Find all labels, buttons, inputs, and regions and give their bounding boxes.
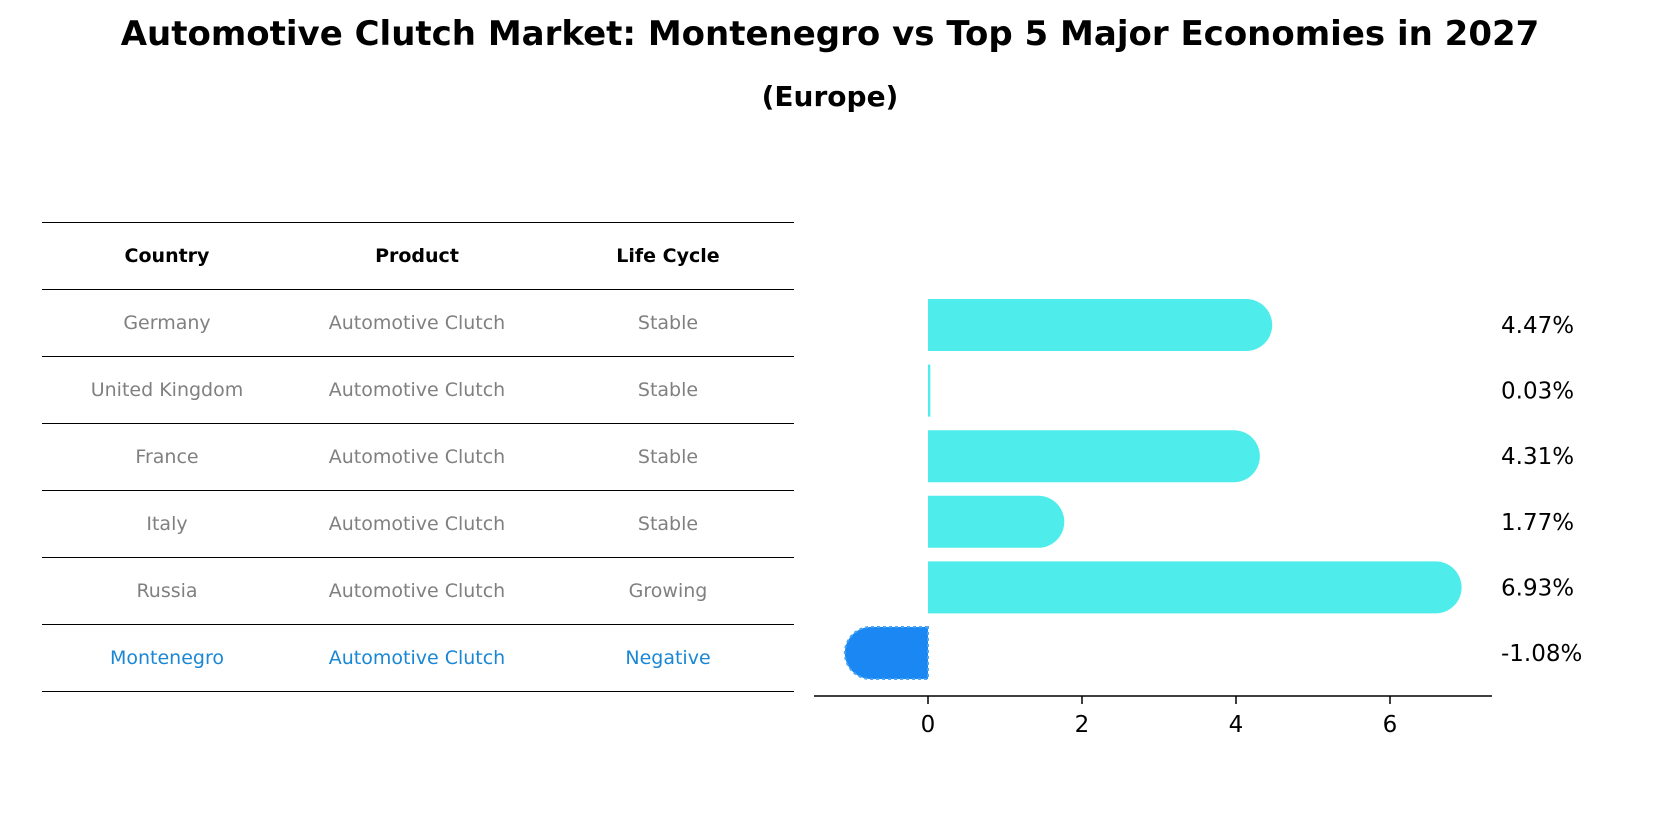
table-row: France Automotive Clutch Stable	[42, 423, 794, 490]
data-label: 0.03%	[1501, 379, 1574, 405]
bar	[928, 364, 931, 417]
cell-life-cycle: Negative	[625, 647, 711, 669]
table-row: Germany Automotive Clutch Stable	[42, 289, 794, 356]
x-tick-label: 6	[1383, 712, 1398, 738]
cell-country: Russia	[136, 580, 198, 602]
cell-life-cycle: Stable	[637, 513, 699, 535]
bar	[843, 626, 929, 680]
data-label: -1.08%	[1501, 641, 1582, 667]
table-header-row: Country Product Life Cycle	[42, 222, 794, 289]
table-row: Russia Automotive Clutch Growing	[42, 557, 794, 624]
cell-country: United Kingdom	[90, 379, 244, 401]
table-row-highlighted: Montenegro Automotive Clutch Negative	[42, 624, 794, 692]
comparison-table: Country Product Life Cycle Germany Autom…	[42, 222, 794, 692]
cell-product: Automotive Clutch	[328, 513, 506, 535]
data-label: 6.93%	[1501, 575, 1574, 601]
cell-product: Automotive Clutch	[328, 580, 506, 602]
table-row: United Kingdom Automotive Clutch Stable	[42, 356, 794, 423]
bar	[928, 561, 1462, 614]
bar	[928, 495, 1065, 548]
cell-product: Automotive Clutch	[328, 312, 506, 334]
data-label: 4.31%	[1501, 444, 1574, 470]
chart-subtitle: (Europe)	[761, 80, 899, 113]
cell-country: Montenegro	[109, 647, 224, 669]
cell-life-cycle: Stable	[637, 312, 699, 334]
data-label: 1.77%	[1501, 510, 1574, 536]
bar	[928, 299, 1273, 351]
bar	[928, 430, 1260, 483]
x-tick-label: 0	[921, 712, 936, 738]
x-tick-label: 4	[1229, 712, 1244, 738]
cell-country: France	[135, 446, 199, 468]
header-country: Country	[124, 245, 210, 267]
cell-product: Automotive Clutch	[328, 379, 506, 401]
cell-life-cycle: Stable	[637, 446, 699, 468]
data-label: 4.47%	[1501, 313, 1574, 339]
header-life-cycle: Life Cycle	[616, 245, 720, 267]
table-row: Italy Automotive Clutch Stable	[42, 490, 794, 557]
cell-product: Automotive Clutch	[328, 446, 506, 468]
cell-life-cycle: Growing	[628, 580, 708, 602]
cell-country: Italy	[146, 513, 188, 535]
cell-life-cycle: Stable	[637, 379, 699, 401]
cell-product: Automotive Clutch	[328, 647, 506, 669]
cell-country: Germany	[123, 312, 211, 334]
x-tick-label: 2	[1075, 712, 1090, 738]
header-product: Product	[375, 245, 459, 267]
chart-title: Automotive Clutch Market: Montenegro vs …	[120, 14, 1540, 54]
